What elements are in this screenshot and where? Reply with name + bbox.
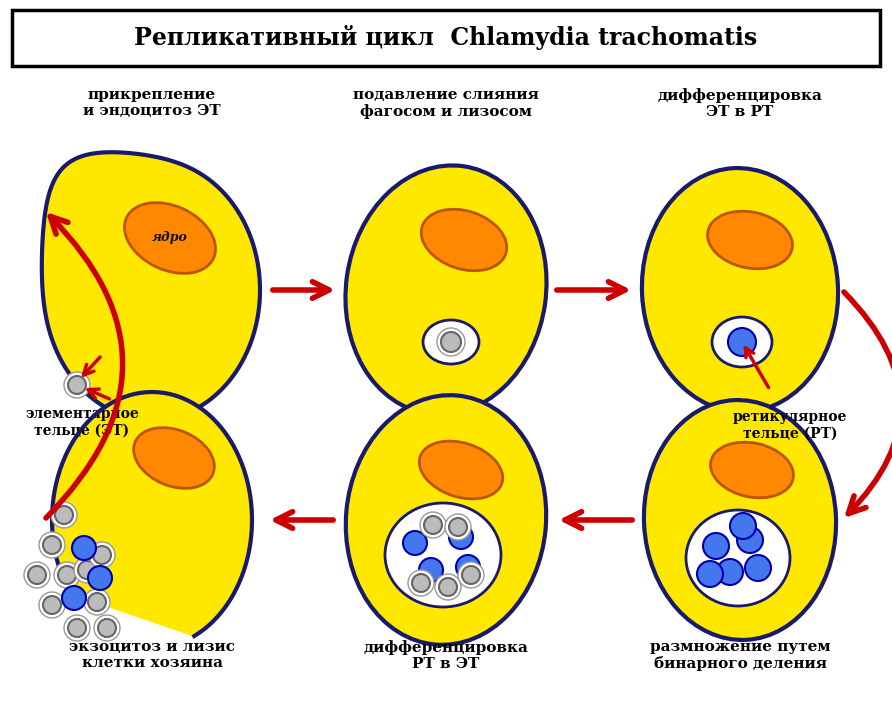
- Circle shape: [55, 506, 73, 524]
- Ellipse shape: [686, 510, 790, 606]
- Circle shape: [93, 546, 111, 564]
- Circle shape: [39, 532, 65, 558]
- Text: подавление слияния
фагосом и лизосом: подавление слияния фагосом и лизосом: [353, 88, 539, 119]
- Text: экзоцитоз и лизис
клетки хозяина: экзоцитоз и лизис клетки хозяина: [69, 640, 235, 670]
- Ellipse shape: [642, 168, 838, 412]
- Circle shape: [51, 502, 77, 528]
- Circle shape: [697, 561, 723, 587]
- Circle shape: [68, 619, 86, 637]
- Circle shape: [98, 619, 116, 637]
- Circle shape: [717, 559, 743, 585]
- Circle shape: [728, 328, 756, 356]
- Circle shape: [74, 557, 100, 583]
- Ellipse shape: [707, 211, 792, 269]
- Circle shape: [730, 513, 756, 539]
- Circle shape: [435, 574, 461, 600]
- Polygon shape: [42, 152, 260, 420]
- Circle shape: [408, 570, 434, 596]
- Circle shape: [703, 533, 729, 559]
- Ellipse shape: [644, 400, 836, 640]
- Circle shape: [420, 512, 446, 538]
- Circle shape: [62, 586, 86, 610]
- Circle shape: [403, 531, 427, 555]
- Circle shape: [745, 555, 771, 581]
- Ellipse shape: [421, 209, 507, 271]
- Ellipse shape: [711, 442, 794, 498]
- Ellipse shape: [712, 317, 772, 367]
- Text: Репликативный цикл  Chlamydia trachomatis: Репликативный цикл Chlamydia trachomatis: [135, 26, 757, 50]
- Circle shape: [456, 555, 480, 579]
- Circle shape: [78, 561, 96, 579]
- Text: дифференцировка
РТ в ЭТ: дифференцировка РТ в ЭТ: [364, 640, 528, 671]
- Circle shape: [449, 525, 473, 549]
- Ellipse shape: [423, 320, 479, 364]
- Circle shape: [445, 514, 471, 540]
- Circle shape: [412, 574, 430, 592]
- Circle shape: [449, 518, 467, 536]
- Text: размножение путем
бинарного деления: размножение путем бинарного деления: [649, 640, 830, 671]
- Circle shape: [54, 562, 80, 588]
- Text: прикрепление
и эндоцитоз ЭТ: прикрепление и эндоцитоз ЭТ: [83, 88, 221, 118]
- Circle shape: [89, 542, 115, 568]
- Circle shape: [24, 562, 50, 588]
- Ellipse shape: [385, 503, 501, 607]
- Circle shape: [88, 566, 112, 590]
- Ellipse shape: [346, 395, 546, 645]
- Circle shape: [43, 596, 61, 614]
- Circle shape: [68, 376, 86, 394]
- Text: элементарное
тельце (ЭТ): элементарное тельце (ЭТ): [25, 407, 139, 437]
- Ellipse shape: [125, 202, 216, 274]
- Circle shape: [39, 592, 65, 618]
- Circle shape: [58, 566, 76, 584]
- FancyBboxPatch shape: [12, 10, 880, 66]
- Circle shape: [64, 615, 90, 641]
- Circle shape: [64, 372, 90, 398]
- Circle shape: [419, 558, 443, 582]
- Text: ретикулярное
тельце (РТ): ретикулярное тельце (РТ): [733, 410, 847, 440]
- Circle shape: [462, 566, 480, 584]
- Circle shape: [441, 332, 461, 352]
- Circle shape: [458, 562, 484, 588]
- Polygon shape: [52, 392, 252, 636]
- Circle shape: [88, 593, 106, 611]
- Text: дифференцировка
ЭТ в РТ: дифференцировка ЭТ в РТ: [657, 88, 822, 119]
- Ellipse shape: [419, 441, 503, 499]
- Ellipse shape: [345, 165, 547, 414]
- Ellipse shape: [134, 428, 214, 488]
- Text: ядро: ядро: [152, 231, 188, 245]
- Circle shape: [43, 536, 61, 554]
- Circle shape: [94, 615, 120, 641]
- Circle shape: [737, 527, 763, 553]
- Circle shape: [439, 578, 457, 596]
- Circle shape: [424, 516, 442, 534]
- Circle shape: [84, 589, 110, 615]
- Circle shape: [72, 536, 96, 560]
- Circle shape: [28, 566, 46, 584]
- Circle shape: [437, 328, 465, 356]
